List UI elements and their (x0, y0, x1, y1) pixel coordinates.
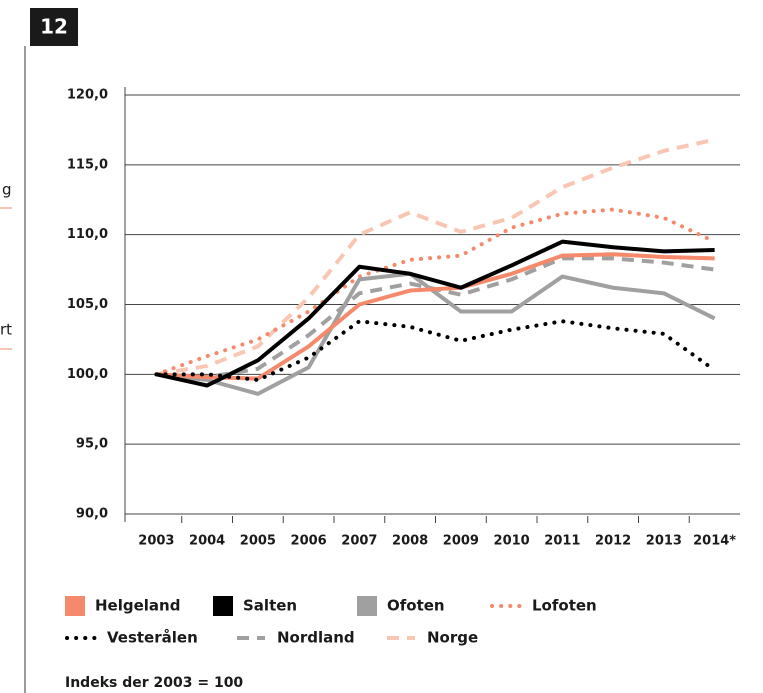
side-fragment: rt (0, 321, 12, 339)
legend-label: Lofoten (532, 597, 597, 615)
y-tick-label: 115,0 (67, 157, 108, 172)
x-tick-label: 2014* (693, 534, 736, 549)
x-tick-label: 2004 (189, 534, 225, 549)
series-line (156, 137, 716, 377)
x-tick-label: 2003 (138, 534, 174, 549)
x-tick-label: 2005 (240, 534, 276, 549)
page-number-box (30, 8, 78, 46)
series-line (156, 252, 715, 381)
series-line (155, 239, 715, 388)
y-tick-label: 105,0 (67, 297, 108, 312)
legend-swatch (65, 596, 85, 616)
legend-label: Nordland (277, 629, 355, 647)
side-fragment: g (2, 181, 12, 199)
y-tick-label: 95,0 (76, 437, 108, 452)
legend-label: Vesterålen (107, 629, 198, 647)
y-tick-label: 120,0 (67, 88, 108, 103)
x-tick-label: 2012 (595, 534, 631, 549)
chart-note: Indeks der 2003 = 100 (65, 675, 243, 691)
y-tick-label: 110,0 (67, 227, 108, 242)
x-tick-label: 2008 (392, 534, 428, 549)
legend-label: Ofoten (387, 597, 445, 615)
y-tick-label: 90,0 (76, 507, 108, 522)
y-tick-label: 100,0 (67, 367, 108, 382)
legend-swatch (213, 596, 233, 616)
x-tick-label: 2011 (544, 534, 580, 549)
x-tick-label: 2009 (443, 534, 479, 549)
x-tick-label: 2013 (646, 534, 682, 549)
legend-swatch (357, 596, 377, 616)
legend-label: Salten (243, 597, 297, 615)
legend-label: Norge (427, 629, 478, 647)
series-line (156, 271, 716, 396)
x-tick-label: 2006 (291, 534, 327, 549)
series-line (154, 207, 717, 377)
x-tick-label: 2007 (341, 534, 377, 549)
legend-label: Helgeland (95, 597, 180, 615)
page-number: 12 (40, 15, 68, 39)
series-line (156, 256, 715, 380)
x-tick-label: 2010 (494, 534, 530, 549)
